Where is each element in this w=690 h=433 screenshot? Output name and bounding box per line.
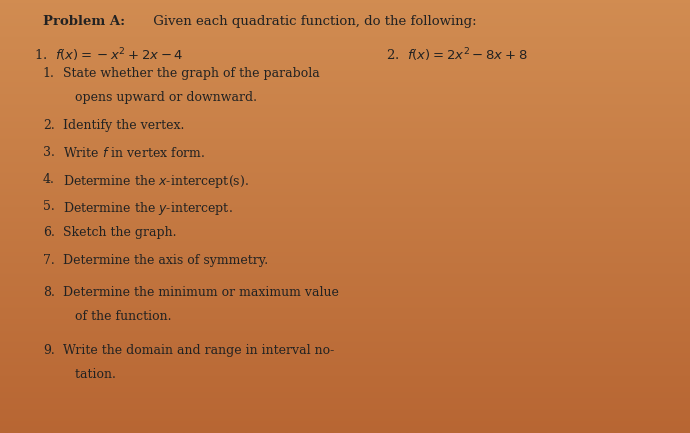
Text: 3.: 3. <box>43 146 55 159</box>
Text: Sketch the graph.: Sketch the graph. <box>63 226 177 239</box>
Text: 2.  $f(x) = 2x^2 - 8x + 8$: 2. $f(x) = 2x^2 - 8x + 8$ <box>386 46 528 64</box>
Text: 9.: 9. <box>43 344 55 357</box>
Text: 4.: 4. <box>43 173 55 186</box>
Text: of the function.: of the function. <box>63 310 172 323</box>
Text: 1.: 1. <box>43 67 55 80</box>
Text: Given each quadratic function, do the following:: Given each quadratic function, do the fo… <box>149 15 476 28</box>
Text: Determine the $y$-intercept.: Determine the $y$-intercept. <box>63 200 233 216</box>
Text: Determine the $x$-intercept(s).: Determine the $x$-intercept(s). <box>63 173 249 190</box>
Text: 2.: 2. <box>43 119 55 132</box>
Text: 1.  $f(x) = -x^2 + 2x - 4$: 1. $f(x) = -x^2 + 2x - 4$ <box>34 46 184 64</box>
Text: 8.: 8. <box>43 286 55 299</box>
Text: State whether the graph of the parabola: State whether the graph of the parabola <box>63 67 320 80</box>
Text: 5.: 5. <box>43 200 55 213</box>
Text: opens upward or downward.: opens upward or downward. <box>63 91 257 104</box>
Text: Write $f$ in vertex form.: Write $f$ in vertex form. <box>63 146 206 160</box>
Text: 6.: 6. <box>43 226 55 239</box>
Text: tation.: tation. <box>63 368 117 381</box>
Text: Determine the minimum or maximum value: Determine the minimum or maximum value <box>63 286 339 299</box>
Text: Problem A:: Problem A: <box>43 15 125 28</box>
Text: Write the domain and range in interval no-: Write the domain and range in interval n… <box>63 344 335 357</box>
Text: 7.: 7. <box>43 254 55 267</box>
Text: Identify the vertex.: Identify the vertex. <box>63 119 185 132</box>
Text: Determine the axis of symmetry.: Determine the axis of symmetry. <box>63 254 268 267</box>
